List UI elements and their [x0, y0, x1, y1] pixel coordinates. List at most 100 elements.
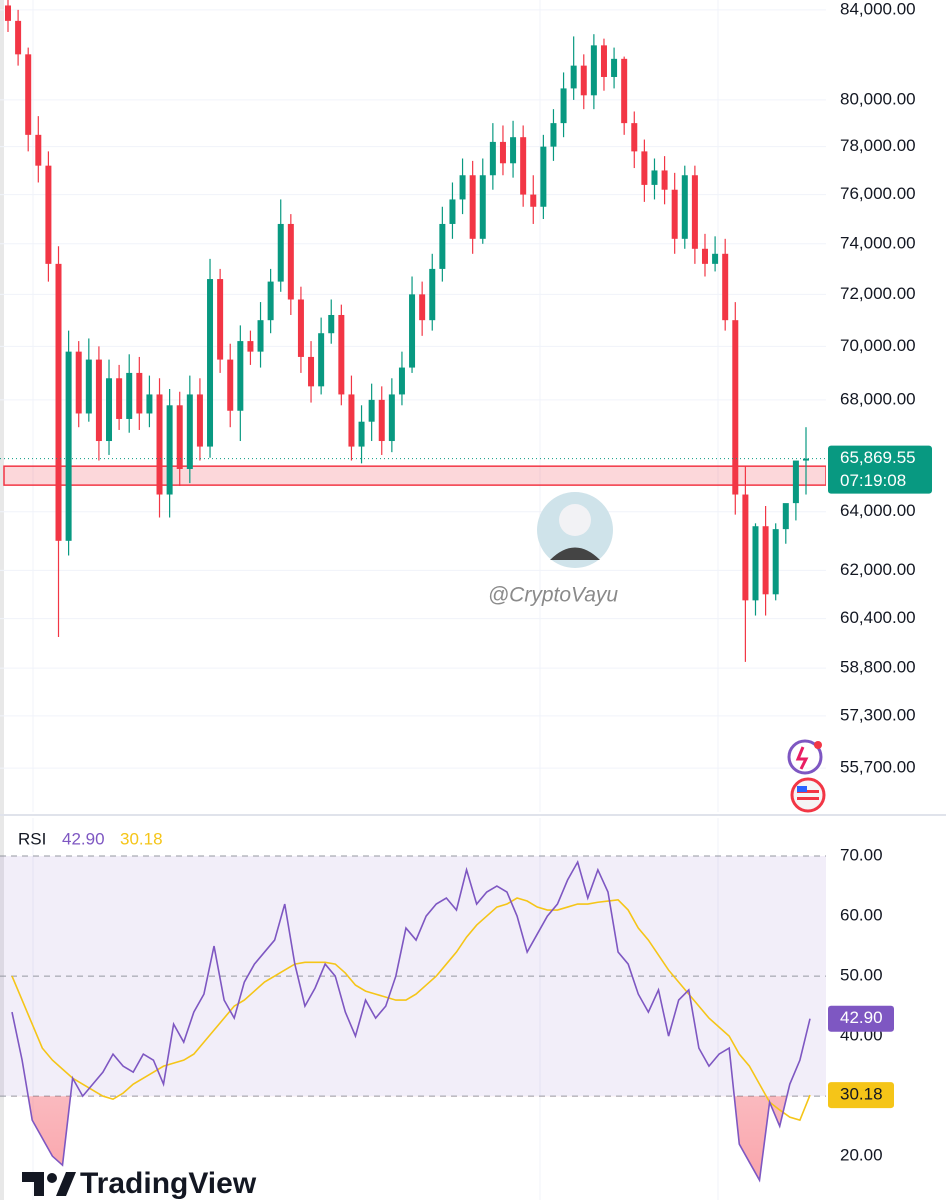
brand-name: TradingView: [80, 1167, 257, 1200]
candle-body: [55, 263, 62, 541]
candle-body: [600, 45, 607, 77]
y-tick-label: 74,000.00: [840, 233, 916, 252]
candle-body: [287, 223, 294, 300]
candle-body: [318, 333, 325, 387]
candle-body: [196, 394, 203, 447]
legend-value: 30.18: [120, 829, 163, 848]
candle-body: [378, 399, 385, 442]
candle-body: [469, 175, 476, 239]
candle-body: [540, 146, 547, 207]
value-box-label: 30.18: [840, 1085, 883, 1104]
countdown: 07:19:08: [840, 471, 906, 490]
candle-body: [803, 458, 809, 461]
candle-body: [752, 526, 759, 601]
candle-body: [237, 341, 244, 411]
candle-body: [419, 294, 426, 321]
candle-body: [459, 175, 466, 200]
candle-body: [176, 405, 183, 469]
rsi-pane: RSI 42.90 30.18: [0, 829, 826, 1183]
tradingview-logo: [22, 1172, 76, 1196]
candle-body: [398, 367, 405, 395]
y-tick-label: 84,000.00: [840, 0, 916, 18]
y-tick-label: 70.00: [840, 846, 883, 865]
y-tick-label: 62,000.00: [840, 560, 916, 579]
candle-body: [499, 141, 506, 164]
candle-body: [126, 372, 133, 419]
candle-body: [65, 351, 72, 541]
y-tick-label: 60.00: [840, 906, 883, 925]
candle-body: [257, 320, 264, 352]
candle-body: [267, 281, 274, 321]
candle-body: [247, 341, 254, 352]
candle-body: [772, 529, 779, 595]
candle-body: [691, 175, 698, 249]
candle-body: [95, 359, 102, 442]
rsi-line: [11, 859, 811, 1183]
candle-body: [227, 359, 234, 411]
app-icons: [787, 739, 826, 813]
watermark: @CryptoVayu: [488, 584, 619, 607]
value-box: [828, 1082, 894, 1109]
candle-body: [186, 394, 193, 469]
candle-body: [489, 141, 496, 176]
vertical-grid: [32, 0, 719, 1200]
candle-body: [106, 378, 113, 442]
candle-body: [25, 54, 32, 135]
current-price-label: 65,869.55: [840, 448, 916, 467]
indicator-title: RSI: [18, 829, 46, 848]
candle-body: [277, 223, 284, 282]
price-pane: [0, 0, 826, 769]
y-tick-label: 50.00: [840, 966, 883, 985]
candle-body: [207, 279, 214, 447]
candle-body: [297, 299, 304, 357]
candle-body: [570, 65, 577, 89]
candle-body: [166, 405, 173, 495]
value-box: [828, 1005, 894, 1032]
candle-body: [631, 123, 638, 152]
candle-body: [520, 137, 527, 195]
support-zone: [3, 465, 826, 486]
candle-body: [136, 372, 143, 414]
candle-body: [116, 378, 123, 419]
candle-body: [782, 503, 789, 530]
candle-body: [35, 134, 42, 166]
candle-body: [762, 526, 769, 595]
y-tick-label: 76,000.00: [840, 184, 916, 203]
candle-body: [328, 314, 335, 334]
avatar: [537, 492, 613, 568]
value-box-label: 42.90: [840, 1008, 883, 1027]
candle-body: [15, 20, 22, 55]
candle-body: [75, 351, 82, 414]
candle-body: [701, 248, 708, 264]
candle-body: [217, 279, 224, 360]
y-tick-label: 80,000.00: [840, 89, 916, 108]
y-tick-label: 55,700.00: [840, 758, 916, 777]
y-tick-label: 57,300.00: [840, 705, 916, 724]
y-tick-label: 20.00: [840, 1146, 883, 1165]
candle-body: [368, 399, 375, 422]
y-tick-label: 72,000.00: [840, 284, 916, 303]
candle-body: [530, 194, 537, 207]
candle-body: [338, 314, 345, 395]
candle-body: [712, 253, 719, 264]
candle-body: [85, 359, 92, 414]
candle-body: [156, 394, 163, 495]
candle-body: [510, 137, 517, 164]
candle-body: [792, 460, 799, 504]
candle-body: [388, 394, 395, 442]
candle-body: [449, 199, 456, 224]
candle-body: [651, 170, 658, 185]
candle-body: [621, 58, 628, 124]
candle-body: [732, 320, 739, 495]
candle-body: [611, 58, 618, 77]
candle-body: [742, 494, 749, 601]
candle-body: [439, 223, 446, 269]
y-tick-label: 78,000.00: [840, 136, 916, 155]
candle-body: [550, 123, 557, 147]
candle-body: [560, 88, 567, 124]
y-tick-label: 68,000.00: [840, 389, 916, 408]
candle-body: [146, 394, 153, 414]
candle-body: [479, 175, 486, 239]
current-price-box: [828, 445, 932, 494]
